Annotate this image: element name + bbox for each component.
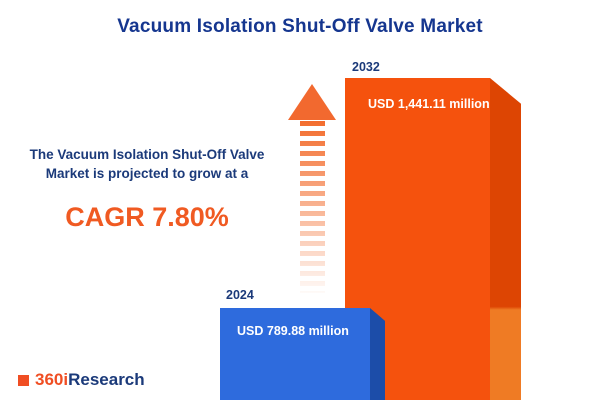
description-text: The Vacuum Isolation Shut-Off Valve Mark…	[29, 147, 265, 181]
bar-2024-value-label: USD 789.88 million	[237, 324, 349, 338]
logo-text-360i: 360i	[35, 370, 69, 389]
bar-2024	[220, 308, 370, 400]
logo: 360i Research	[18, 370, 145, 390]
logo-square-icon	[18, 374, 29, 386]
logo-text-research: Research	[68, 370, 145, 389]
growth-arrow-trail	[300, 121, 325, 293]
bar-2032-side-face	[490, 78, 521, 400]
bar-2032-value-label: USD 1,441.11 million	[368, 97, 490, 111]
logo-text: 360i Research	[35, 370, 145, 390]
growth-arrow-up-icon	[288, 84, 336, 120]
bar-2032-category-label: 2032	[352, 60, 380, 74]
bar-2024-category-label: 2024	[226, 288, 254, 302]
bar-2024-side-face	[370, 308, 385, 400]
page-title: Vacuum Isolation Shut-Off Valve Market	[117, 16, 483, 37]
cagr-value: CAGR 7.80%	[65, 202, 229, 232]
